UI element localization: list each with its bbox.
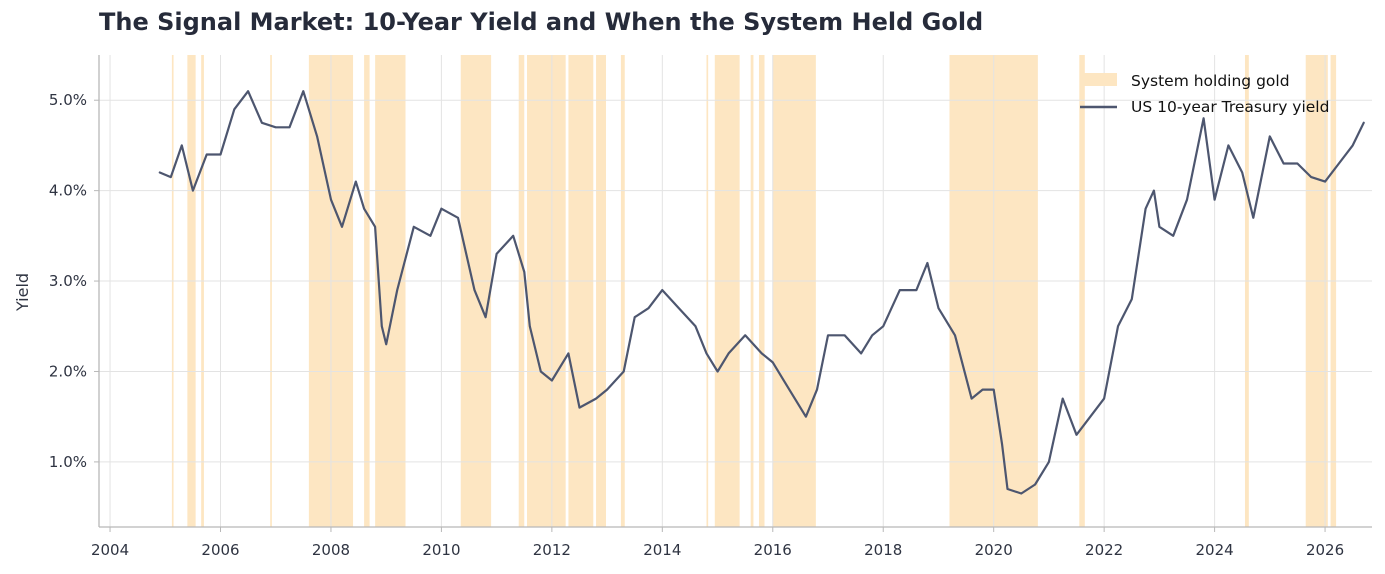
legend-shade-swatch: [1080, 73, 1117, 86]
gold-holding-band-20: [1244, 55, 1249, 527]
gold-holding-band-2: [201, 55, 204, 527]
x-tick-label-2: 2008: [312, 541, 350, 559]
gold-holding-band-3: [270, 55, 272, 527]
axes: [98, 55, 1372, 528]
gold-holding-band-16: [758, 55, 765, 527]
x-tick-label-1: 2006: [201, 541, 239, 559]
legend-label-yield: US 10-year Treasury yield: [1131, 98, 1329, 116]
x-tick-label-3: 2010: [422, 541, 460, 559]
y-tick-label-3: 4.0%: [49, 182, 87, 200]
gold-holding-band-12: [620, 55, 625, 527]
x-tick-label-7: 2018: [864, 541, 902, 559]
yield-line: [158, 90, 1365, 495]
gold-holding-shading: [171, 55, 1337, 527]
x-tick-label-9: 2022: [1085, 541, 1123, 559]
x-ticks: 2004 2006 2008 2010 2012 2014 2016 2018 2020 2022…: [91, 527, 1344, 559]
gold-holding-band-1: [187, 55, 196, 527]
y-ticks: 1.0% 2.0% 3.0% 4.0% 5.0%: [49, 91, 99, 471]
yield-series: [158, 90, 1365, 495]
gold-holding-band-21: [1305, 55, 1328, 527]
gold-holding-band-8: [518, 55, 525, 527]
x-tick-label-5: 2014: [643, 541, 681, 559]
legend-label-gold: System holding gold: [1131, 72, 1290, 90]
legend: System holding gold US 10-year Treasury …: [1080, 72, 1329, 116]
x-tick-label-8: 2020: [975, 541, 1013, 559]
y-axis-label: Yield: [13, 273, 32, 312]
gold-holding-band-15: [750, 55, 754, 527]
gold-holding-band-19: [1079, 55, 1085, 527]
y-tick-label-4: 5.0%: [49, 91, 87, 109]
x-tick-label-4: 2012: [533, 541, 571, 559]
x-tick-label-10: 2024: [1196, 541, 1234, 559]
x-tick-label-11: 2026: [1306, 541, 1344, 559]
gold-holding-band-17: [772, 55, 816, 527]
gold-holding-band-14: [714, 55, 740, 527]
gold-holding-band-5: [364, 55, 370, 527]
x-tick-label-6: 2016: [754, 541, 792, 559]
gold-holding-band-22: [1330, 55, 1337, 527]
gold-holding-band-13: [706, 55, 709, 527]
gold-holding-band-11: [596, 55, 606, 527]
y-tick-label-2: 3.0%: [49, 272, 87, 290]
chart-title: The Signal Market: 10-Year Yield and Whe…: [99, 8, 984, 36]
gold-holding-band-10: [568, 55, 594, 527]
gold-holding-band-0: [171, 55, 174, 527]
gridlines: [99, 55, 1372, 527]
y-tick-label-0: 1.0%: [49, 453, 87, 471]
gold-holding-band-9: [527, 55, 566, 527]
x-tick-label-0: 2004: [91, 541, 129, 559]
y-tick-label-1: 2.0%: [49, 362, 87, 380]
